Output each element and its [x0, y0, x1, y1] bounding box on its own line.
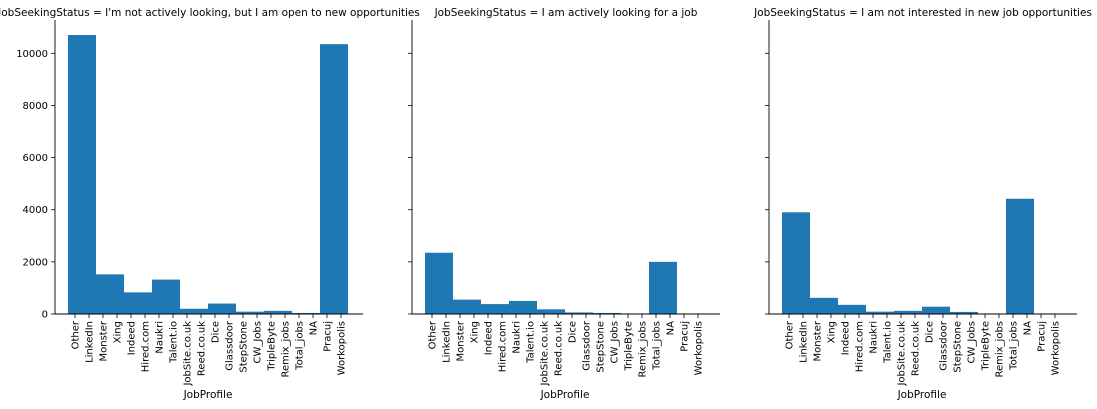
x-tick-label: Xing	[827, 321, 838, 343]
histogram-bar	[922, 306, 950, 314]
histogram-bar	[950, 311, 978, 314]
histogram-bar	[96, 274, 124, 314]
x-tick-label: Total_jobs	[1009, 321, 1020, 371]
x-tick-label: Glassdoor	[225, 320, 236, 371]
x-tick-label: Indeed	[484, 321, 495, 355]
x-tick-label: Glassdoor	[939, 320, 950, 371]
x-tick-label: Total_jobs	[652, 321, 663, 371]
x-tick-label: Naukri	[512, 321, 523, 354]
x-tick-label: StepStone	[596, 321, 607, 373]
x-tick-label: Workopolis	[337, 321, 348, 375]
x-tick-label: Pracuj	[1037, 321, 1048, 352]
x-tick-label: Remix_jobs	[995, 321, 1006, 378]
x-tick-label: Workopolis	[694, 321, 705, 375]
x-tick-label: TripleByte	[624, 321, 635, 372]
x-tick-label: Pracuj	[323, 321, 334, 352]
histogram-bar	[894, 310, 922, 314]
histogram-bar	[264, 310, 292, 314]
x-tick-label: Talent.io	[169, 321, 180, 364]
histogram-bar	[481, 304, 509, 314]
histogram-bar	[1006, 198, 1034, 314]
x-tick-label: Glassdoor	[582, 320, 593, 371]
x-tick-label: Total_jobs	[295, 321, 306, 371]
x-tick-label: Workopolis	[1051, 321, 1062, 375]
x-axis-label: JobProfile	[897, 389, 947, 401]
y-tick-label: 8000	[23, 101, 48, 112]
x-tick-label: Indeed	[841, 321, 852, 355]
x-tick-label: Talent.io	[883, 321, 894, 364]
x-tick-label: StepStone	[239, 321, 250, 373]
x-tick-label: Talent.io	[526, 321, 537, 364]
histogram-bar	[649, 261, 677, 314]
x-tick-label: Remix_jobs	[281, 321, 292, 378]
x-tick-label: Hired.com	[855, 321, 866, 372]
histogram-bar	[425, 252, 453, 314]
x-tick-label: Dice	[211, 321, 222, 343]
histogram-bar	[838, 304, 866, 315]
x-tick-label: CW_Jobs	[253, 321, 264, 364]
histogram-bar	[180, 308, 208, 314]
panel-title: JobSeekingStatus = I am not interested i…	[753, 7, 1092, 19]
x-axis-label: JobProfile	[540, 389, 590, 401]
histogram-bar	[68, 35, 96, 314]
x-tick-label: JobSite.co.uk	[183, 321, 194, 387]
x-tick-label: TripleByte	[981, 321, 992, 372]
x-tick-label: Xing	[470, 321, 481, 343]
y-tick-label: 2000	[23, 257, 48, 268]
histogram-bar	[565, 312, 593, 314]
histogram-bar	[866, 311, 894, 314]
x-axis-label: JobProfile	[183, 389, 233, 401]
x-tick-label: Hired.com	[498, 321, 509, 372]
y-tick-label: 0	[42, 310, 48, 321]
x-tick-label: JobSite.co.uk	[897, 321, 908, 387]
histogram-bar	[593, 312, 621, 314]
x-tick-label: Dice	[925, 321, 936, 343]
y-tick-label: 4000	[23, 205, 48, 216]
x-tick-label: NA	[666, 321, 677, 335]
panel-title: JobSeekingStatus = I'm not actively look…	[0, 7, 420, 19]
histogram-bar	[320, 44, 348, 314]
panel-title: JobSeekingStatus = I am actively looking…	[434, 7, 698, 19]
y-tick-label: 10000	[16, 49, 48, 60]
histogram-bar	[236, 311, 264, 314]
x-tick-label: Remix_jobs	[638, 321, 649, 378]
x-tick-label: StepStone	[953, 321, 964, 373]
histogram-bar	[124, 292, 152, 314]
x-tick-label: NA	[309, 321, 320, 335]
histogram-bar	[152, 279, 180, 314]
x-tick-label: LinkedIn	[799, 321, 810, 363]
x-tick-label: Other	[71, 320, 82, 349]
histogram-bar	[509, 300, 537, 314]
histogram-bar	[782, 212, 810, 314]
x-tick-label: Reed.co.uk	[554, 321, 565, 376]
x-tick-label: Reed.co.uk	[197, 321, 208, 376]
x-tick-label: Hired.com	[141, 321, 152, 372]
x-tick-label: CW_Jobs	[610, 321, 621, 364]
x-tick-label: CW_Jobs	[967, 321, 978, 364]
histogram-bar	[810, 297, 838, 314]
y-tick-label: 6000	[23, 153, 48, 164]
x-tick-label: NA	[1023, 321, 1034, 335]
x-tick-label: Monster	[456, 320, 467, 361]
x-tick-label: Naukri	[155, 321, 166, 354]
x-tick-label: TripleByte	[267, 321, 278, 372]
x-tick-label: Dice	[568, 321, 579, 343]
x-tick-label: LinkedIn	[85, 321, 96, 363]
x-tick-label: Pracuj	[680, 321, 691, 352]
histogram-bar	[292, 312, 320, 314]
x-tick-label: Other	[428, 320, 439, 349]
x-tick-label: JobSite.co.uk	[540, 321, 551, 387]
x-tick-label: Indeed	[127, 321, 138, 355]
x-tick-label: Reed.co.uk	[911, 321, 922, 376]
x-tick-label: Monster	[813, 320, 824, 361]
histogram-bar	[537, 309, 565, 314]
x-tick-label: Naukri	[869, 321, 880, 354]
x-tick-label: LinkedIn	[442, 321, 453, 363]
histogram-bar	[208, 303, 236, 314]
x-tick-label: Other	[785, 320, 796, 349]
x-tick-label: Xing	[113, 321, 124, 343]
x-tick-label: Monster	[99, 320, 110, 361]
histogram-bar	[453, 299, 481, 314]
